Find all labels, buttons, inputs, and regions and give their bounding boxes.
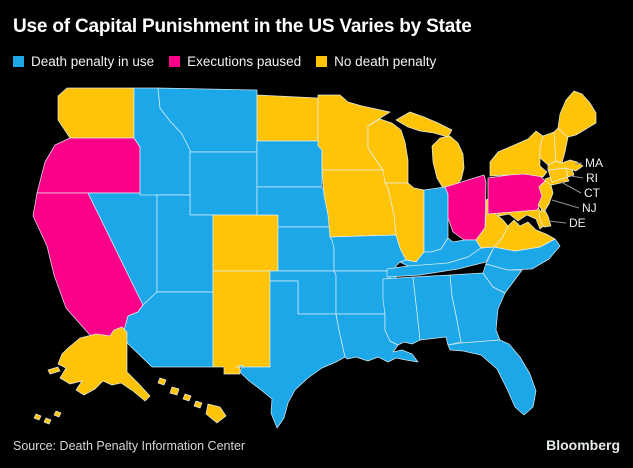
callout-label-nj: NJ [582,201,597,215]
state-oh [444,174,487,241]
callout-leader-line-ma [574,162,583,165]
legend-item-none: No death penalty [316,54,436,69]
state-nm [212,270,271,375]
legend-item-in_use: Death penalty in use [13,54,154,69]
legend-label-paused: Executions paused [187,54,302,69]
bloomberg-logo: Bloomberg [546,437,620,453]
state-ak [57,326,151,402]
state-vt [539,131,557,166]
callout-label-ri: RI [586,171,598,185]
chart-title: Use of Capital Punishment in the US Vari… [13,16,472,37]
callout-label-ct: CT [584,186,601,200]
state-nj [537,180,554,213]
state-mi [395,111,453,138]
state-hi [157,377,167,386]
state-nd [256,94,319,142]
state-ak [47,366,61,375]
state-ks [277,226,335,272]
legend-swatch-paused [169,56,181,67]
state-ak [53,410,62,418]
callout-leader-line-nj [551,199,580,209]
state-hi [205,403,227,424]
state-hi [193,400,203,409]
callout-leader-line-de [548,220,567,224]
state-wa [57,87,135,139]
legend-swatch-in_use [13,56,24,67]
state-ny [489,130,548,178]
state-me [557,90,597,138]
state-wi [367,118,409,184]
state-hi [169,386,180,396]
state-fl [447,339,537,416]
state-co [212,214,279,272]
state-wy [189,151,258,216]
callout-label-de: DE [569,216,586,230]
legend-label-none: No death penalty [334,54,437,69]
source-note: Source: Death Penalty Information Center [13,439,246,453]
callout-label-ma: MA [585,156,603,170]
state-ak [33,413,42,421]
state-mi [431,135,465,189]
legend: Death penalty in use Executions paused No … [13,54,436,69]
callout-leader-line-ri [570,175,584,179]
callout-leader-line-ct [560,181,582,194]
state-in [423,186,449,253]
state-ak [43,417,52,425]
legend-item-paused: Executions paused [169,54,301,69]
state-sd [256,140,323,188]
state-pa [487,170,546,215]
legend-swatch-none [316,56,328,67]
state-hi [182,393,192,402]
legend-label-in_use: Death penalty in use [31,54,155,69]
state-tx [235,280,346,429]
state-or [36,137,141,194]
